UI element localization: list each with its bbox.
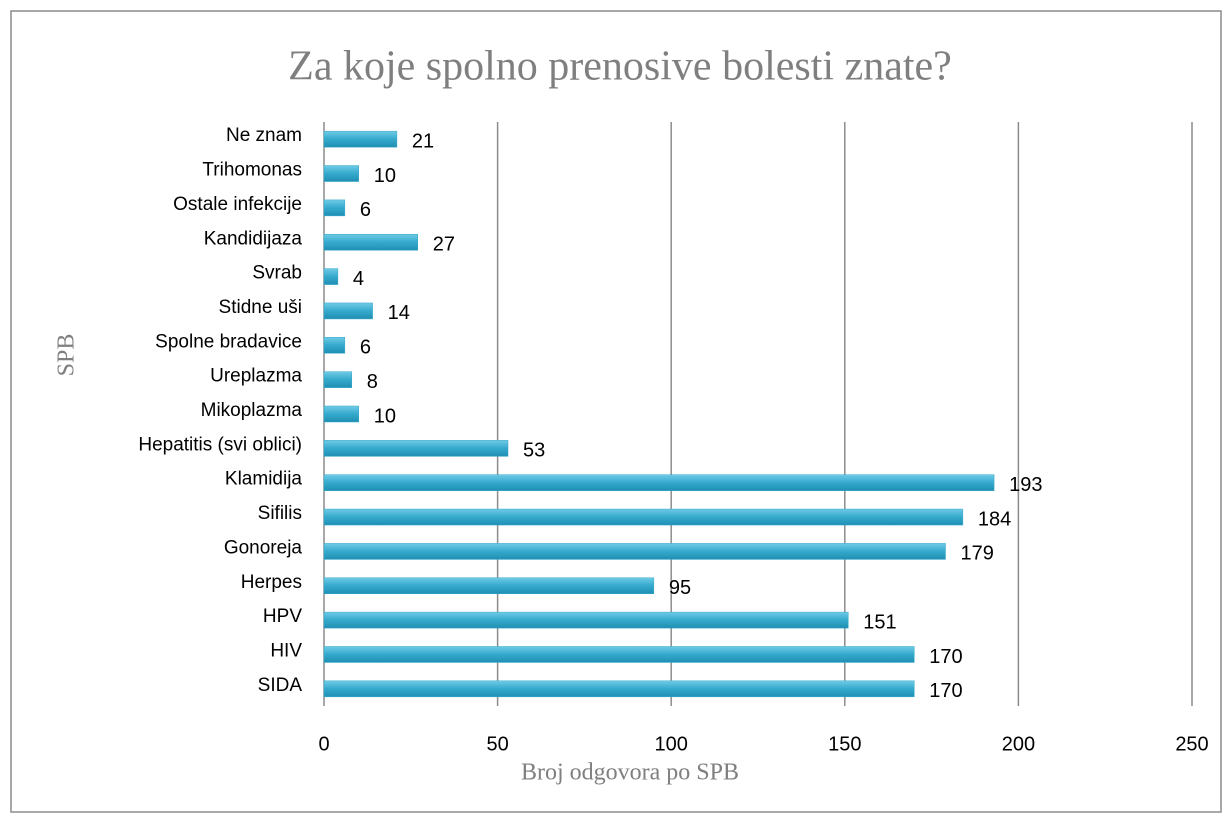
y-tick-label: SIDA <box>258 675 303 696</box>
y-tick-label: Ostale infekcije <box>173 194 302 215</box>
y-tick-label: Stidne uši <box>219 297 302 318</box>
data-label: 21 <box>412 130 434 152</box>
y-tick-label: Spolne bradavice <box>155 331 302 352</box>
data-label: 95 <box>669 577 691 599</box>
bar <box>323 337 346 354</box>
x-tick-label: 0 <box>318 733 329 755</box>
bar <box>323 371 353 388</box>
bar <box>323 130 398 148</box>
y-tick-label: Hepatitis (svi oblici) <box>138 434 302 455</box>
data-label: 184 <box>978 508 1011 530</box>
bar <box>323 508 964 526</box>
y-tick-label: Gonoreja <box>224 537 303 558</box>
bar <box>323 646 915 663</box>
bar <box>323 577 655 595</box>
data-label: 170 <box>929 680 962 702</box>
y-tick-label: HPV <box>263 606 302 627</box>
data-label: 10 <box>374 165 396 187</box>
chart-frame <box>10 10 1222 813</box>
y-tick-label: Svrab <box>252 263 302 284</box>
bar <box>323 302 373 320</box>
data-label: 27 <box>433 234 455 256</box>
y-tick-label: Kandidijaza <box>204 228 303 249</box>
data-label: 179 <box>960 543 993 565</box>
y-tick-label: Herpes <box>241 572 302 593</box>
y-tick-label: Klamidija <box>225 469 303 490</box>
y-tick-label: Sifilis <box>258 503 302 524</box>
bar <box>323 405 359 423</box>
data-label: 14 <box>388 302 410 324</box>
data-label: 170 <box>929 646 962 668</box>
x-axis-title: Broj odgovora po SPB <box>521 760 739 786</box>
data-label: 8 <box>367 371 378 393</box>
chart-title: Za koje spolno prenosive bolesti znate? <box>288 44 952 90</box>
data-label: 151 <box>863 611 896 633</box>
y-tick-label: Ne znam <box>226 125 302 146</box>
data-label: 6 <box>360 337 371 359</box>
bar <box>323 680 915 698</box>
y-axis-title: SPB <box>54 334 80 377</box>
data-label: 53 <box>523 440 545 462</box>
data-label: 6 <box>360 199 371 221</box>
bar <box>323 165 359 182</box>
y-tick-label: Mikoplazma <box>201 400 303 421</box>
bar <box>323 268 339 285</box>
x-tick-label: 250 <box>1175 733 1208 755</box>
data-label: 4 <box>353 268 364 290</box>
bar <box>323 233 418 251</box>
x-tick-label: 50 <box>486 733 508 755</box>
data-label: 10 <box>374 405 396 427</box>
x-tick-label: 100 <box>655 733 688 755</box>
bar <box>323 199 346 217</box>
bar <box>323 474 995 491</box>
x-tick-label: 200 <box>1002 733 1035 755</box>
y-tick-label: Ureplazma <box>210 366 302 387</box>
bar <box>323 611 849 629</box>
bar <box>323 543 946 560</box>
bar <box>323 440 509 457</box>
x-tick-label: 150 <box>828 733 861 755</box>
y-tick-label: Trihomonas <box>202 160 302 181</box>
y-tick-label: HIV <box>270 640 302 661</box>
data-label: 193 <box>1009 474 1042 496</box>
